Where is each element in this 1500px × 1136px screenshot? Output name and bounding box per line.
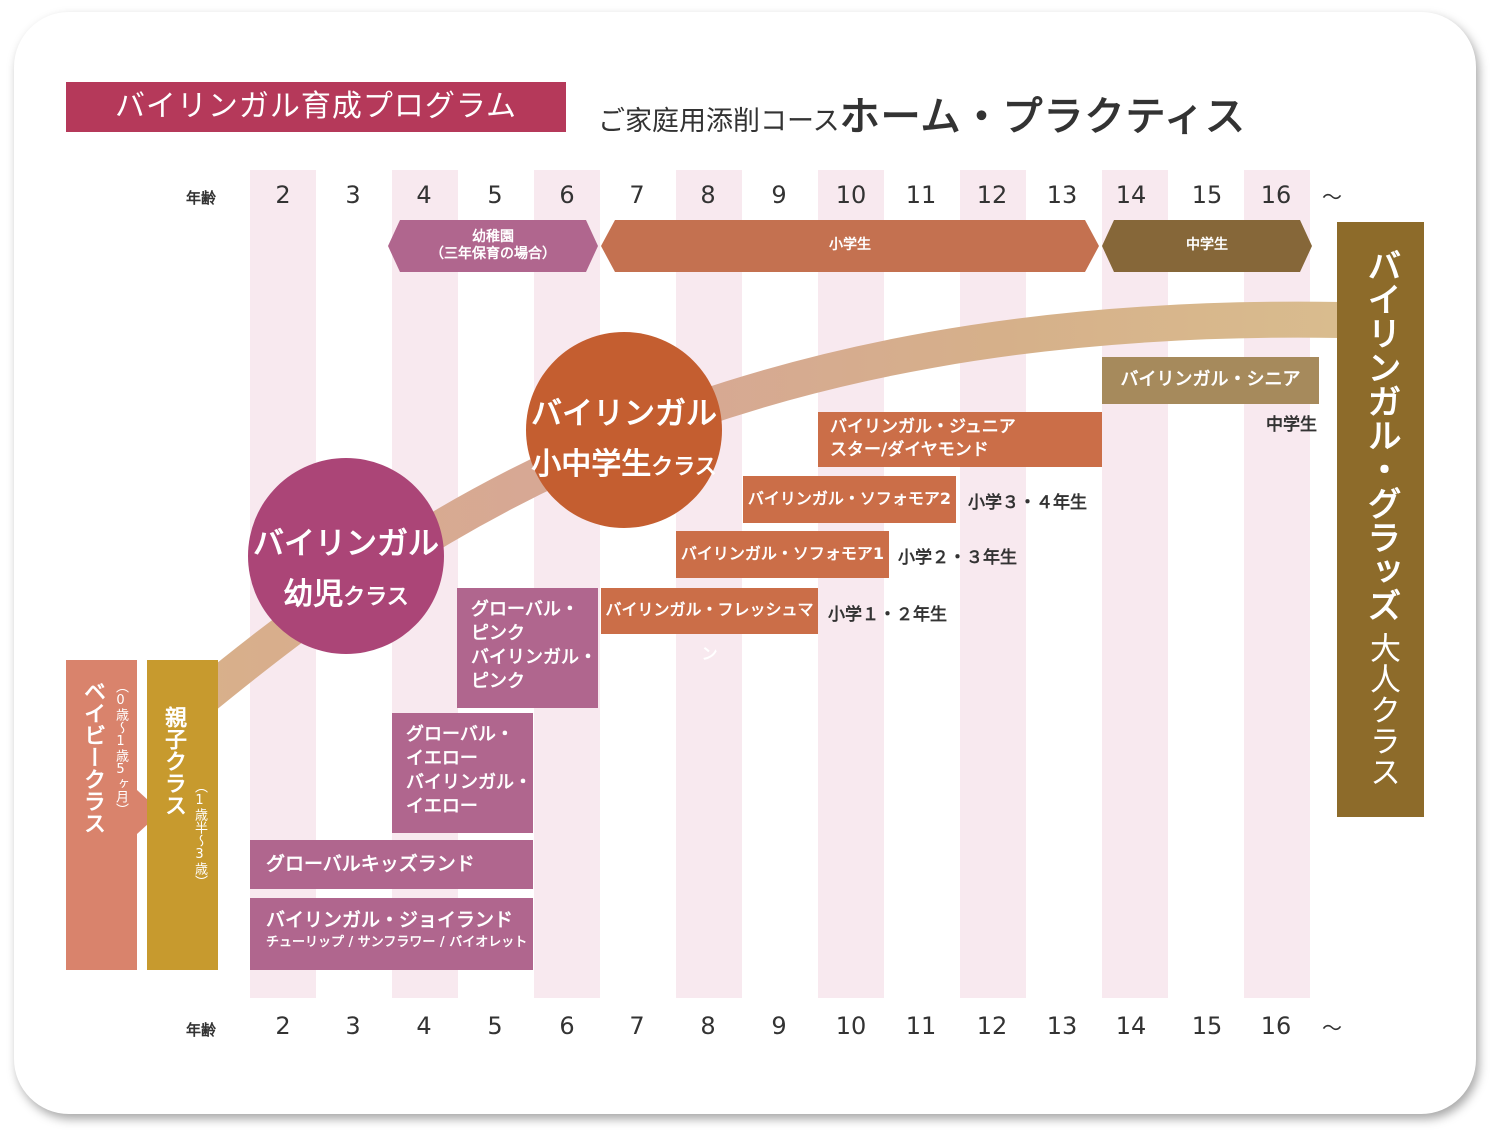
parent-child-class-name: 親子クラス bbox=[161, 706, 186, 816]
school-circle-line2: 小中学生クラス bbox=[531, 447, 717, 482]
age-column-stripe bbox=[676, 170, 742, 998]
age-tick-label: 8 bbox=[700, 1012, 716, 1040]
age-tick-label: 3 bbox=[345, 181, 361, 209]
age-tick-label: 13 bbox=[1046, 1012, 1078, 1040]
age-column-stripe bbox=[818, 170, 884, 998]
age-tick-label: 7 bbox=[629, 1012, 645, 1040]
age-tick-label: 11 bbox=[905, 181, 937, 209]
preschool-class-circle: バイリンガル 幼児クラス bbox=[248, 458, 444, 654]
bilingual-sophomore2-class: バイリンガル・ソフォモア2 bbox=[743, 476, 956, 523]
age-tick-label: 15 bbox=[1191, 1012, 1223, 1040]
global-pink-class: グローバル・ ピンク バイリンガル・ ピンク bbox=[457, 588, 598, 708]
sophomore1-grade-note: 小学２・３年生 bbox=[898, 548, 1017, 568]
bilingual-joyland-class: バイリンガル・ジョイランド チューリップ / サンフラワー / バイオレット bbox=[250, 898, 533, 970]
age-axis-label: 年齢 bbox=[186, 1021, 217, 1039]
baby-class-bar: ベイビークラス （0歳～1歳5ヶ月） bbox=[66, 660, 137, 970]
school-circle-line1: バイリンガル bbox=[531, 396, 717, 432]
course-title: ご家庭用添削コースホーム・プラクティス bbox=[598, 84, 1246, 140]
course-prefix: ご家庭用添削コース bbox=[598, 106, 840, 137]
age-tick-label: 9 bbox=[771, 1012, 787, 1040]
global-kidsland-class: グローバルキッズランド bbox=[250, 840, 533, 889]
bilingual-junior-class: バイリンガル・ジュニア スター/ダイヤモンド bbox=[818, 412, 1102, 467]
age-tick-label: 12 bbox=[976, 1012, 1008, 1040]
school-class-circle: バイリンガル 小中学生クラス bbox=[526, 332, 722, 528]
baby-class-name: ベイビークラス bbox=[80, 680, 105, 834]
age-tick-label: 14 bbox=[1115, 181, 1147, 209]
baby-class-age: （0歳～1歳5ヶ月） bbox=[113, 680, 128, 816]
preschool-circle-line1: バイリンガル bbox=[253, 526, 439, 562]
sophomore2-grade-note: 小学３・４年生 bbox=[968, 493, 1087, 513]
global-yellow-line: グローバル・ bbox=[406, 724, 514, 745]
age-column-stripe bbox=[960, 170, 1026, 998]
parent-child-class-bar: 親子クラス （1歳半～3歳） bbox=[147, 660, 218, 970]
global-pink-line: バイリンガル・ bbox=[471, 647, 597, 668]
age-tick-label: 3 bbox=[345, 1012, 361, 1040]
global-yellow-line: バイリンガル・ bbox=[406, 772, 532, 793]
age-tick-label: 4 bbox=[416, 181, 432, 209]
global-pink-line: ピンク bbox=[471, 671, 525, 692]
bilingual-freshman-class: バイリンガル・フレッシュマン bbox=[601, 588, 818, 663]
kindergarten-stage-banner bbox=[388, 220, 598, 272]
age-tick-label: 15 bbox=[1191, 181, 1223, 209]
junior-high-label: 中学生 bbox=[1186, 237, 1228, 253]
senior-grade-note: 中学生 bbox=[1266, 415, 1317, 435]
age-tick-label: 8 bbox=[700, 181, 716, 209]
age-column-stripe bbox=[534, 170, 600, 998]
age-tick-label: 6 bbox=[559, 1012, 575, 1040]
bilingual-senior-class: バイリンガル・シニア bbox=[1102, 357, 1319, 404]
age-tick-label: 10 bbox=[835, 1012, 867, 1040]
age-tick-label: 5 bbox=[487, 181, 503, 209]
joyland-subtitle: チューリップ / サンフラワー / バイオレット bbox=[266, 935, 528, 950]
global-yellow-line: イエロー bbox=[406, 796, 478, 817]
age-tick-label: 12 bbox=[976, 181, 1008, 209]
kindergarten-line2: （三年保育の場合） bbox=[430, 246, 556, 262]
course-name: ホーム・プラクティス bbox=[839, 94, 1247, 140]
bilingual-sophomore1-class: バイリンガル・ソフォモア1 bbox=[676, 531, 889, 578]
age-tick-label: 7 bbox=[629, 181, 645, 209]
global-pink-line: ピンク bbox=[471, 623, 525, 644]
age-tick-label: 9 bbox=[771, 181, 787, 209]
age-axis-tilde: ～ bbox=[1322, 1016, 1342, 1040]
age-tick-label: 5 bbox=[487, 1012, 503, 1040]
age-tick-label: 6 bbox=[559, 181, 575, 209]
junior-line2: スター/ダイヤモンド bbox=[830, 440, 989, 460]
kindergarten-label: 幼稚園 （三年保育の場合） bbox=[400, 229, 586, 263]
age-tick-label: 10 bbox=[835, 181, 867, 209]
global-yellow-line: イエロー bbox=[406, 748, 478, 769]
age-tick-label: 16 bbox=[1260, 1012, 1292, 1040]
age-axis-label: 年齢 bbox=[186, 189, 217, 207]
global-pink-line: グローバル・ bbox=[471, 599, 579, 620]
program-title: バイリンガル育成プログラム bbox=[66, 82, 566, 132]
age-tick-label: 2 bbox=[275, 181, 291, 209]
age-tick-label: 2 bbox=[275, 1012, 291, 1040]
kindergarten-line1: 幼稚園 bbox=[472, 229, 514, 245]
adult-class-name: バイリンガル・グラッズ bbox=[1361, 248, 1401, 622]
age-tick-label: 14 bbox=[1115, 1012, 1147, 1040]
parent-child-class-age: （1歳半～3歳） bbox=[192, 780, 207, 888]
age-tick-label: 16 bbox=[1260, 181, 1292, 209]
junior-line1: バイリンガル・ジュニア bbox=[830, 417, 1016, 437]
freshman-grade-note: 小学１・２年生 bbox=[828, 605, 947, 625]
age-tick-label: 13 bbox=[1046, 181, 1078, 209]
age-axis-tilde: ～ bbox=[1322, 185, 1342, 209]
joyland-title: バイリンガル・ジョイランド bbox=[266, 909, 514, 931]
elementary-stage-banner bbox=[601, 220, 1099, 272]
adult-class-subtitle: 大人クラス bbox=[1364, 632, 1400, 787]
preschool-circle-line2: 幼児クラス bbox=[283, 577, 409, 612]
age-tick-label: 11 bbox=[905, 1012, 937, 1040]
age-tick-label: 4 bbox=[416, 1012, 432, 1040]
bilingual-grads-adult-class: バイリンガル・グラッズ 大人クラス bbox=[1337, 222, 1424, 817]
elementary-label: 小学生 bbox=[829, 237, 871, 253]
junior-high-stage-banner bbox=[1102, 220, 1312, 272]
global-yellow-class: グローバル・ イエロー バイリンガル・ イエロー bbox=[392, 713, 533, 833]
